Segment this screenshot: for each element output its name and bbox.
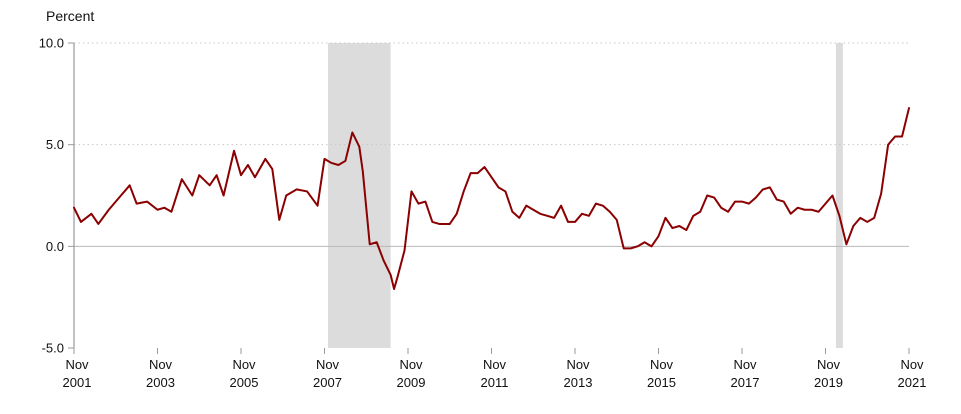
x-tick-year-7: 2015	[647, 375, 676, 390]
x-axis-ticks: Nov 2001 Nov 2003 Nov 2005 Nov 2007 Nov 2009 Nov 20…	[63, 348, 927, 390]
y-tick-label-2: 0.0	[46, 239, 64, 254]
x-tick-year-8: 2017	[731, 375, 760, 390]
y-tick-label-3: -5.0	[42, 341, 64, 356]
x-tick-month-0: Nov	[65, 357, 89, 372]
y-axis-ticks: 10.0 5.0 0.0 -5.0	[39, 36, 74, 356]
x-tick-month-10: Nov	[900, 357, 924, 372]
x-tick-year-2: 2005	[230, 375, 259, 390]
x-tick-month-4: Nov	[399, 357, 423, 372]
x-tick-year-10: 2021	[898, 375, 927, 390]
gridlines	[74, 42, 909, 247]
x-tick-month-3: Nov	[316, 357, 340, 372]
x-tick-year-3: 2007	[313, 375, 342, 390]
x-tick-year-5: 2011	[481, 375, 509, 390]
x-tick-year-6: 2013	[564, 375, 593, 390]
x-tick-month-5: Nov	[483, 357, 507, 372]
x-tick-month-2: Nov	[232, 357, 256, 372]
x-tick-year-0: 2001	[63, 375, 92, 390]
x-tick-month-7: Nov	[650, 357, 674, 372]
x-tick-month-6: Nov	[566, 357, 590, 372]
x-tick-month-8: Nov	[733, 357, 757, 372]
recession-bands	[327, 43, 843, 348]
y-tick-label-1: 5.0	[46, 137, 64, 152]
x-tick-month-1: Nov	[149, 357, 173, 372]
y-axis-title: Percent	[46, 8, 94, 24]
x-tick-year-1: 2003	[146, 375, 175, 390]
series-layer	[73, 107, 910, 291]
y-tick-label-0: 10.0	[39, 36, 64, 51]
recession-band-1	[835, 43, 843, 348]
series-line-0	[73, 107, 910, 291]
x-tick-year-4: 2009	[397, 375, 426, 390]
x-tick-year-9: 2019	[814, 375, 843, 390]
x-tick-month-9: Nov	[817, 357, 841, 372]
recession-band-0	[327, 43, 391, 348]
